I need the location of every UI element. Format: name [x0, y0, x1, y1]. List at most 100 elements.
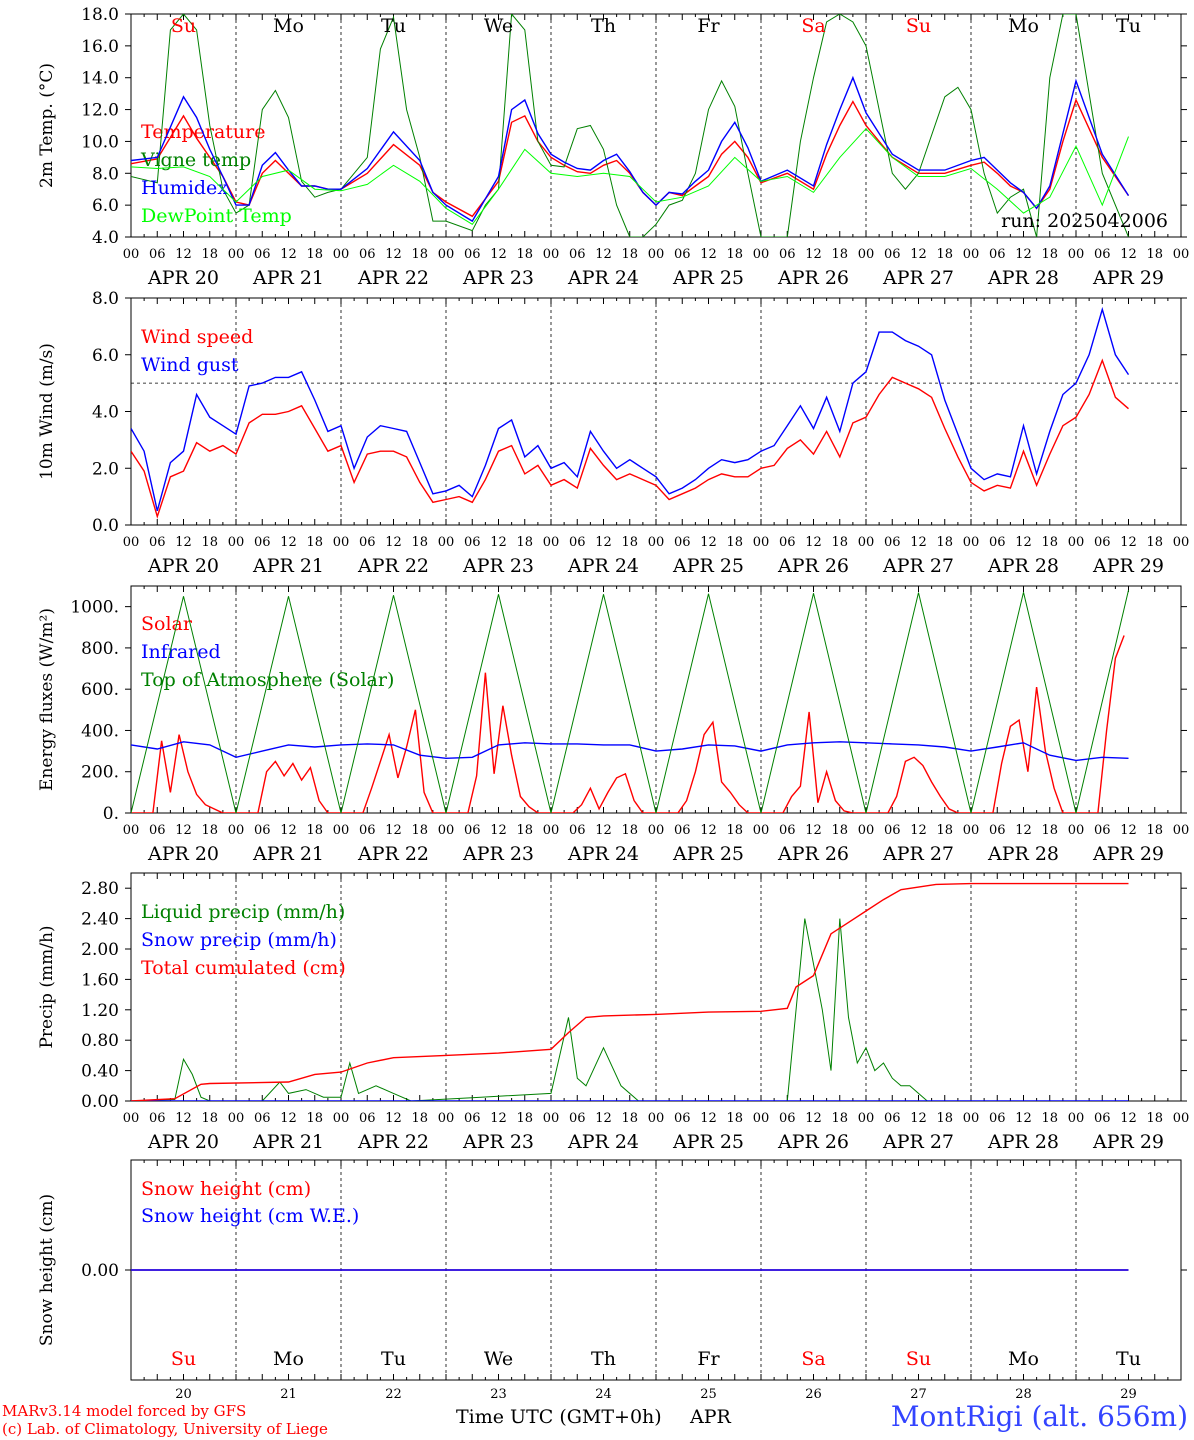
hour-tick-label: 00 [1173, 247, 1190, 262]
date-label: APR 24 [567, 267, 639, 289]
y-tick-label: 4.0 [92, 228, 119, 248]
hour-tick-label: 12 [175, 1111, 192, 1126]
hour-tick-label: 06 [359, 247, 376, 262]
hour-tick-label: 12 [175, 823, 192, 838]
hour-tick-label: 06 [254, 1111, 271, 1126]
panel-frame [130, 13, 1182, 238]
date-label: APR 28 [987, 1131, 1059, 1153]
hour-tick-label: 12 [280, 535, 297, 550]
hour-tick-label: 00 [123, 823, 140, 838]
day-name-label: Su [906, 1348, 931, 1370]
date-label: APR 22 [357, 267, 429, 289]
hour-tick-label: 12 [700, 247, 717, 262]
date-label: APR 27 [882, 1131, 954, 1153]
date-label: APR 29 [1092, 843, 1164, 865]
hour-tick-label: 00 [648, 1111, 665, 1126]
hour-tick-label: 12 [490, 1111, 507, 1126]
legend-entry: Snow height (cm) [141, 1178, 311, 1200]
lab-credit: (c) Lab. of Climatology, University of L… [2, 1420, 328, 1438]
day-name-label: Sa [801, 1348, 825, 1370]
y-tick-label: 0.00 [81, 1092, 119, 1112]
date-label: APR 25 [672, 267, 744, 289]
legend-entry: Vigne temp [140, 149, 251, 171]
series-line [131, 127, 1129, 225]
hour-tick-label: 06 [779, 247, 796, 262]
hour-tick-label: 06 [359, 1111, 376, 1126]
hour-tick-label: 00 [753, 1111, 770, 1126]
hour-tick-label: 12 [490, 535, 507, 550]
hour-tick-label: 12 [1120, 823, 1137, 838]
hour-tick-label: 00 [858, 535, 875, 550]
hour-tick-label: 06 [989, 1111, 1006, 1126]
hour-tick-label: 18 [411, 535, 428, 550]
date-label: APR 25 [672, 843, 744, 865]
hour-tick-label: 00 [333, 535, 350, 550]
y-tick-label: 400. [81, 721, 119, 741]
y-tick-label: 2.80 [81, 879, 119, 899]
date-label: APR 21 [252, 843, 324, 865]
hour-tick-label: 12 [175, 247, 192, 262]
series-line [131, 98, 1130, 218]
hour-tick-label: 18 [516, 823, 533, 838]
hour-tick-label: 18 [306, 823, 323, 838]
hour-tick-label: 12 [595, 535, 612, 550]
y-axis-label: Energy fluxes (W/m²) [37, 608, 57, 791]
day-number-label: 20 [175, 1387, 192, 1402]
day-name-label: Mo [1008, 15, 1039, 37]
day-number-label: 29 [1120, 1387, 1137, 1402]
date-label: APR 29 [1092, 267, 1164, 289]
hour-tick-label: 18 [516, 247, 533, 262]
hour-tick-label: 00 [858, 247, 875, 262]
day-name-label: Fr [697, 1348, 720, 1370]
station-name: MontRigi (alt. 656m) [890, 1400, 1188, 1433]
y-axis-label: 2m Temp. (°C) [37, 63, 57, 188]
hour-tick-label: 00 [753, 247, 770, 262]
hour-tick-label: 00 [963, 1111, 980, 1126]
hour-tick-label: 00 [858, 1111, 875, 1126]
hour-tick-label: 00 [1068, 823, 1085, 838]
hour-tick-label: 18 [621, 247, 638, 262]
hour-tick-label: 18 [201, 823, 218, 838]
hour-tick-label: 12 [1015, 247, 1032, 262]
y-tick-label: 4.0 [92, 403, 119, 423]
date-label: APR 26 [777, 843, 849, 865]
day-number-label: 25 [700, 1387, 717, 1402]
day-name-label: Th [591, 15, 616, 37]
hour-tick-label: 12 [910, 823, 927, 838]
hour-tick-label: 12 [175, 535, 192, 550]
hour-tick-label: 06 [884, 1111, 901, 1126]
date-label: APR 22 [357, 1131, 429, 1153]
hour-tick-label: 12 [910, 535, 927, 550]
model-credit: MARv3.14 model forced by GFS [2, 1402, 247, 1420]
hour-tick-label: 18 [936, 823, 953, 838]
hour-tick-label: 12 [595, 247, 612, 262]
y-tick-label: 1000. [70, 598, 119, 618]
hour-tick-label: 12 [1015, 823, 1032, 838]
hour-tick-label: 18 [936, 247, 953, 262]
day-name-label: Tu [381, 15, 406, 37]
date-label: APR 24 [567, 555, 639, 577]
hour-tick-label: 18 [1041, 247, 1058, 262]
date-label: APR 29 [1092, 555, 1164, 577]
date-label: APR 20 [147, 267, 219, 289]
hour-tick-label: 12 [910, 1111, 927, 1126]
date-label: APR 20 [147, 843, 219, 865]
series-line [131, 14, 1129, 237]
hour-tick-label: 00 [1173, 823, 1190, 838]
day-name-label: Mo [273, 1348, 304, 1370]
hour-tick-label: 06 [464, 1111, 481, 1126]
hour-tick-label: 06 [779, 1111, 796, 1126]
y-tick-label: 12.0 [81, 101, 119, 121]
hour-tick-label: 06 [1094, 535, 1111, 550]
hour-tick-label: 00 [333, 1111, 350, 1126]
hour-tick-label: 18 [306, 535, 323, 550]
date-label: APR 20 [147, 1131, 219, 1153]
hour-tick-label: 06 [884, 535, 901, 550]
y-tick-label: 0.40 [81, 1062, 119, 1082]
hour-tick-label: 18 [201, 535, 218, 550]
hour-tick-label: 18 [936, 1111, 953, 1126]
hour-tick-label: 12 [385, 247, 402, 262]
y-tick-label: 0.00 [81, 1261, 119, 1281]
hour-tick-label: 06 [569, 535, 586, 550]
